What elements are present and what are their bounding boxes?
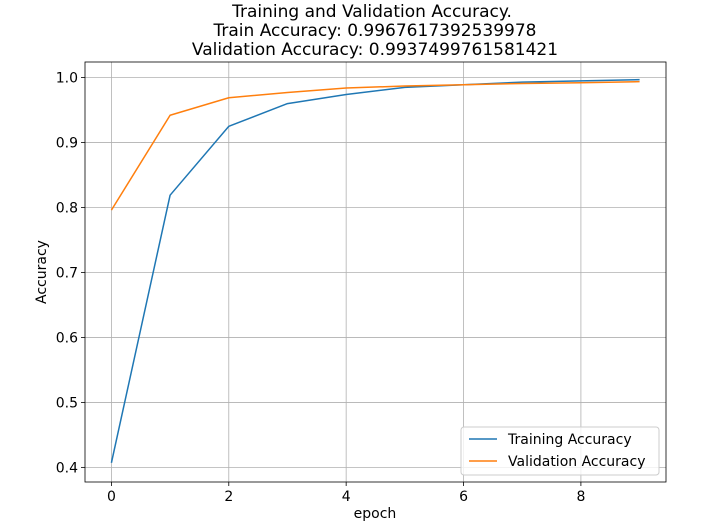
legend: Training Accuracy Validation Accuracy <box>460 426 660 476</box>
series-lines <box>110 78 640 464</box>
y-tick-label: 1.0 <box>56 71 78 87</box>
chart-title-line-1: Training and Validation Accuracy. <box>231 2 512 22</box>
plot-area-frame <box>84 61 667 483</box>
chart-title-line-3: Validation Accuracy: 0.9937499761581421 <box>192 40 558 60</box>
legend-label-training-accuracy: Training Accuracy <box>507 432 632 448</box>
x-tick-label: 0 <box>107 489 116 505</box>
legend-label-validation-accuracy: Validation Accuracy <box>508 454 646 470</box>
axis-ticks: 0 2 4 6 8 0.4 0.5 0.6 0.7 0.8 0.9 1.0 <box>56 71 586 505</box>
grid <box>85 62 666 482</box>
y-axis-label: Accuracy <box>34 240 50 304</box>
y-tick-label: 0.9 <box>56 136 78 152</box>
y-tick-label: 0.7 <box>56 265 78 281</box>
training-accuracy-line <box>110 78 640 464</box>
x-tick-label: 8 <box>576 489 585 505</box>
x-tick-label: 4 <box>342 489 351 505</box>
x-tick-label: 6 <box>459 489 468 505</box>
y-tick-label: 0.4 <box>56 460 78 476</box>
y-tick-label: 0.6 <box>56 330 78 346</box>
x-axis-label: epoch <box>354 506 397 522</box>
x-tick-label: 2 <box>224 489 233 505</box>
y-tick-label: 0.8 <box>56 201 78 217</box>
legend-box <box>460 426 660 476</box>
y-tick-label: 0.5 <box>56 395 78 411</box>
chart-title-line-2: Train Accuracy: 0.9967617392539978 <box>213 21 537 41</box>
validation-accuracy-line <box>110 80 640 211</box>
